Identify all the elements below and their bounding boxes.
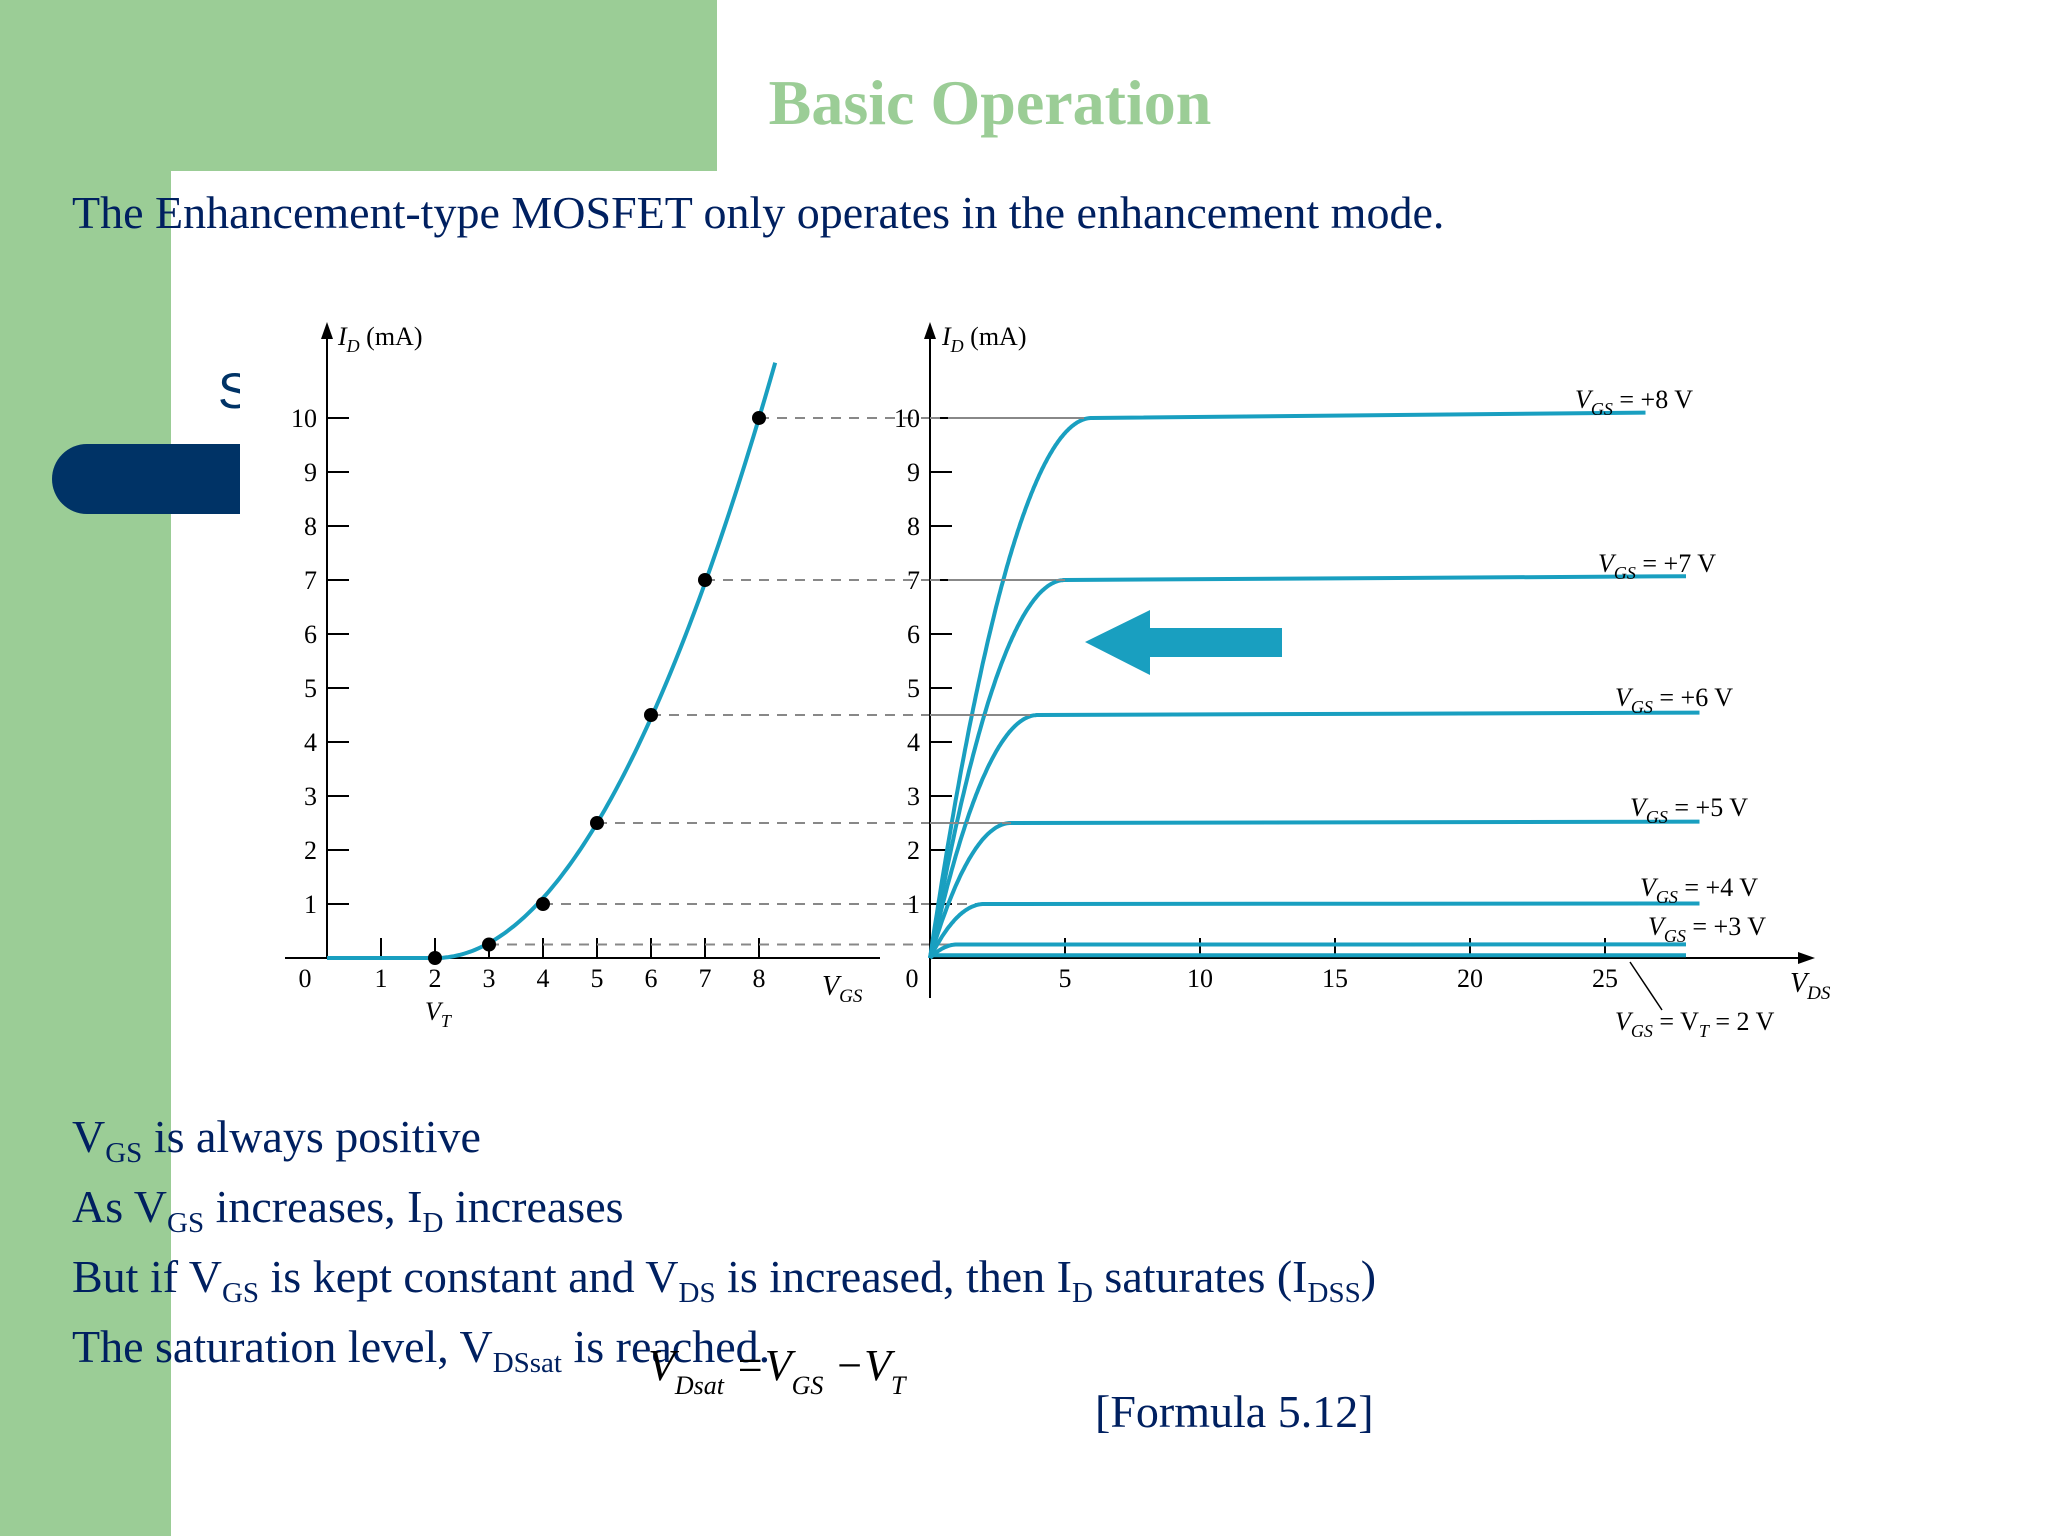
- transfer-x-tick-label: 6: [645, 964, 658, 993]
- drain-y-tick-label: 4: [907, 728, 920, 757]
- transfer-x-tick-label: 3: [483, 964, 496, 993]
- transfer-y-tick-label: 5: [304, 674, 317, 703]
- drain-y-tick-label: 6: [907, 620, 920, 649]
- bullet-4: The saturation level, VDSsat is reached.: [72, 1321, 771, 1379]
- transfer-y-tick-label: 3: [304, 782, 317, 811]
- transfer-y-tick-label: 10: [291, 404, 317, 433]
- transfer-x-tick-label: 8: [753, 964, 766, 993]
- drain-x-tick-label: 10: [1187, 964, 1213, 993]
- drain-y-tick-label: 9: [907, 458, 920, 487]
- drain-curve-line: [928, 410, 1646, 959]
- drain-curve-line: [928, 574, 1687, 959]
- drain-y-tick-label: 10: [894, 404, 920, 433]
- drain-y-tick-label: 5: [907, 674, 920, 703]
- transfer-data-point: [752, 411, 766, 425]
- threshold-label: VT: [425, 997, 453, 1031]
- transfer-y-tick-label: 8: [304, 512, 317, 541]
- bullet-3: But if VGS is kept constant and VDS is i…: [72, 1251, 1377, 1309]
- transfer-y-tick-label: 7: [304, 566, 317, 595]
- transfer-data-point: [482, 937, 496, 952]
- transfer-data-point: [590, 816, 604, 830]
- drain-series-label: VGS = +6 V: [1615, 683, 1733, 717]
- transfer-data-point: [536, 897, 550, 911]
- drain-x-tick-label: 20: [1457, 964, 1483, 993]
- intro-text: The Enhancement-type MOSFET only operate…: [72, 187, 1445, 238]
- drain-y-tick-label: 3: [907, 782, 920, 811]
- bullet-2: As VGS increases, ID increases: [72, 1181, 624, 1239]
- drain-curve-line: [928, 819, 1700, 959]
- drain-y-tick-label: 8: [907, 512, 920, 541]
- transfer-y-tick-label: 4: [304, 728, 317, 757]
- drain-series-label: VGS = +7 V: [1598, 549, 1716, 583]
- drain-y-tick-label: 1: [907, 890, 920, 919]
- drain-series-label: VGS = VT = 2 V: [1615, 1007, 1775, 1041]
- drain-series-label: VGS = +4 V: [1640, 873, 1758, 907]
- transfer-data-point: [698, 573, 712, 587]
- transfer-x-tick-label: 7: [699, 964, 712, 993]
- drain-x-tick-label: 0: [906, 964, 919, 993]
- transfer-y-tick-label: 9: [304, 458, 317, 487]
- drain-y-axis-arrow: [924, 322, 936, 339]
- formula-reference: [Formula 5.12]: [1095, 1386, 1374, 1437]
- transfer-x-tick-label: 4: [537, 964, 550, 993]
- transfer-guides: [489, 417, 1092, 946]
- transfer-y-tick-label: 6: [304, 620, 317, 649]
- transfer-y-label: ID (mA): [337, 322, 423, 356]
- drain-x-label: VDS: [1790, 968, 1831, 1004]
- drain-y-label: ID (mA): [941, 322, 1027, 356]
- transfer-data-point: [428, 951, 442, 965]
- formula-equation: VDsat =VGS −VT: [648, 1341, 906, 1400]
- transfer-x-label: VGS: [822, 971, 863, 1007]
- transfer-ticks: 0 1 2 3 4 5 6 7 8 1 2 3 4 5 6 7 8 9 10: [291, 404, 766, 993]
- threshold-curve-leader: [1629, 961, 1663, 1011]
- drain-curve-line: [928, 901, 1700, 959]
- drain-x-tick-label: 15: [1322, 964, 1348, 993]
- transfer-data-point: [644, 708, 658, 722]
- drain-series-label: VGS = +5 V: [1630, 793, 1748, 827]
- drain-x-axis-arrow: [1798, 952, 1815, 964]
- header-area: [717, 0, 2048, 171]
- transfer-y-tick-label: 1: [304, 890, 317, 919]
- left-sidebar-band: [0, 0, 171, 1536]
- drain-chart: ID (mA) VDS 0 5 10 15 20 25 1 2 3 4 5 6 7 8 9 10 VGS = …: [894, 322, 1831, 1041]
- drain-series-label: VGS = +8 V: [1575, 385, 1693, 419]
- drain-series-label: VGS = +3 V: [1648, 912, 1766, 946]
- drain-ticks: 0 5 10 15 20 25 1 2 3 4 5 6 7 8 9 10: [894, 404, 1618, 993]
- drain-labels: VGS = +8 V VGS = +7 V VGS = +6 V VGS = +5 V…: [1575, 385, 1775, 1041]
- drain-x-tick-label: 5: [1059, 964, 1072, 993]
- transfer-y-tick-label: 2: [304, 836, 317, 865]
- left-arrow-icon: [1085, 610, 1282, 675]
- bullet-decoration: [52, 444, 240, 514]
- drain-curves: [928, 410, 1700, 960]
- transfer-x-tick-label: 2: [429, 964, 442, 993]
- drain-y-tick-label: 7: [907, 566, 920, 595]
- transfer-x-tick-label: 5: [591, 964, 604, 993]
- bullet-1: VGS is always positive: [72, 1111, 481, 1169]
- transfer-y-axis-arrow: [321, 322, 333, 339]
- transfer-points: [428, 411, 766, 965]
- transfer-x-tick-label: 0: [299, 964, 312, 993]
- drain-y-tick-label: 2: [907, 836, 920, 865]
- slide-title: Basic Operation: [768, 67, 1212, 138]
- drain-curve-line: [928, 710, 1700, 959]
- transfer-x-tick-label: 1: [375, 964, 388, 993]
- drain-x-tick-label: 25: [1592, 964, 1618, 993]
